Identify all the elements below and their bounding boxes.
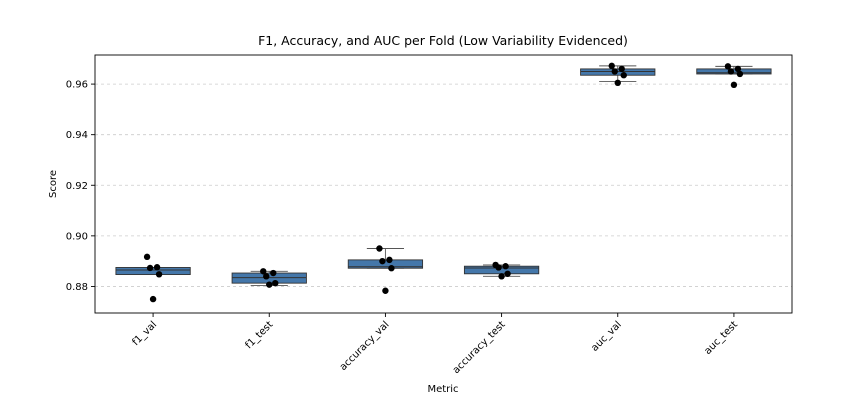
data-point [504, 270, 511, 277]
data-point [614, 79, 621, 87]
data-point [272, 279, 279, 287]
x-axis-label: Metric [427, 384, 458, 395]
data-point [498, 273, 505, 280]
y-tick-label: 0.96 [66, 80, 88, 91]
data-point [495, 264, 502, 271]
data-point [266, 281, 273, 288]
data-point [155, 271, 163, 278]
x-tick-label: accuracy_test [451, 319, 508, 376]
x-tick-label: auc_test [702, 319, 740, 357]
y-tick-label: 0.94 [66, 130, 88, 141]
box-auc_test [696, 65, 772, 75]
data-point [376, 245, 383, 252]
data-point [146, 264, 154, 272]
x-tick-label: f1_test [243, 319, 275, 351]
data-point [263, 273, 270, 280]
data-point [143, 253, 151, 261]
x-tick-label: accuracy_val [338, 319, 392, 373]
x-axis-ticks: f1_val f1_test accuracy_val accuracy_test au… [130, 313, 740, 376]
points [143, 62, 744, 303]
data-point [736, 70, 744, 78]
data-point [386, 256, 393, 264]
data-point [388, 265, 395, 272]
data-point [734, 65, 742, 73]
data-point [727, 68, 735, 75]
y-tick-label: 0.88 [66, 282, 88, 293]
plot-frame [94, 54, 793, 314]
data-point [724, 63, 732, 70]
box-accuracy_val [347, 248, 424, 269]
data-point [149, 295, 157, 303]
data-point [382, 287, 389, 294]
x-tick-label: f1_val [130, 319, 159, 348]
data-point [611, 68, 618, 75]
data-point [730, 81, 738, 89]
data-point [608, 62, 615, 70]
x-tick-label: auc_val [589, 319, 624, 354]
data-point [620, 72, 627, 79]
data-point [260, 268, 267, 275]
y-axis-ticks: 0.88 0.90 0.92 0.94 0.96 [66, 80, 95, 293]
data-point [618, 65, 625, 73]
boxes [115, 65, 772, 286]
data-point [270, 269, 277, 277]
box-body [347, 259, 424, 269]
y-tick-label: 0.90 [66, 231, 88, 242]
data-point [379, 257, 386, 265]
y-tick-label: 0.92 [66, 181, 88, 192]
grid-lines [95, 83, 792, 287]
chart-title: F1, Accuracy, and AUC per Fold (Low Vari… [258, 33, 628, 48]
box-auc_val [580, 65, 656, 83]
data-point [153, 264, 161, 271]
data-point [502, 263, 509, 270]
y-axis-label: Score [48, 170, 59, 198]
